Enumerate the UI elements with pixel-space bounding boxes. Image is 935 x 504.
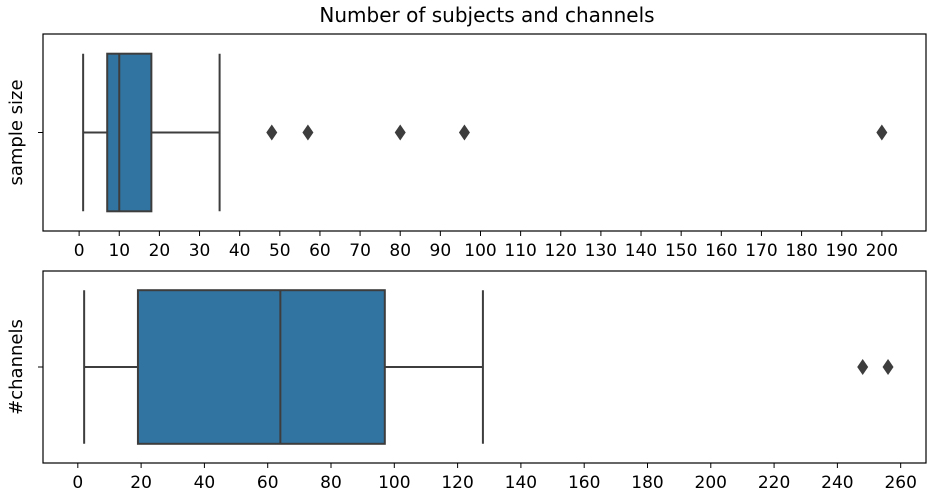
outlier-point (266, 124, 278, 141)
x-tick-label: 40 (229, 241, 251, 261)
x-tick-label: 160 (568, 473, 600, 493)
y-axis-label: #channels (6, 319, 27, 415)
y-axis-label: sample size (6, 79, 27, 185)
x-tick-label: 70 (349, 241, 371, 261)
x-tick-label: 140 (625, 241, 657, 261)
x-tick-label: 240 (821, 473, 853, 493)
outlier-point (458, 124, 470, 141)
x-tick-label: 200 (695, 473, 727, 493)
x-tick-label: 260 (884, 473, 916, 493)
panel-channels: #channels 0 20 40 60 80 100 120 140 160 180 200 220 2… (6, 270, 927, 493)
outlier-point (882, 359, 894, 375)
x-tick-label: 30 (189, 241, 211, 261)
x-tick-label: 60 (257, 473, 279, 493)
x-tick-label: 20 (149, 241, 171, 261)
panel-sample-size: sample size 0 10 20 30 40 50 60 70 80 90 100 110 120 1… (6, 33, 927, 261)
x-tick-label: 180 (631, 473, 663, 493)
x-tick-label: 160 (705, 241, 737, 261)
outlier-point (302, 124, 314, 141)
x-tick-label: 120 (441, 473, 473, 493)
iqr-box (106, 52, 153, 213)
x-tick-label: 50 (269, 241, 291, 261)
x-tick-label: 170 (745, 241, 777, 261)
x-tick-label: 200 (866, 241, 898, 261)
x-tick-label: 60 (309, 241, 331, 261)
x-tick-label: 100 (464, 241, 496, 261)
x-tick-label: 130 (585, 241, 617, 261)
x-tick-label: 10 (108, 241, 130, 261)
x-tick-label: 0 (74, 241, 85, 261)
x-tick-label: 0 (72, 473, 83, 493)
x-tick-label: 40 (194, 473, 216, 493)
x-tick-label: 100 (378, 473, 410, 493)
outlier-point (876, 124, 888, 141)
x-tick-label: 120 (545, 241, 577, 261)
x-tick-label: 80 (389, 241, 411, 261)
x-tick-label: 20 (130, 473, 152, 493)
x-tick-label: 180 (785, 241, 817, 261)
x-tick-label: 190 (825, 241, 857, 261)
outlier-point (857, 359, 869, 375)
x-tick-label: 80 (320, 473, 342, 493)
iqr-box (136, 289, 386, 445)
x-tick-label: 220 (758, 473, 790, 493)
x-tick-label: 150 (665, 241, 697, 261)
outlier-point (394, 124, 406, 141)
chart-title: Number of subjects and channels (319, 3, 654, 27)
x-tick-label: 110 (504, 241, 536, 261)
x-tick-label: 90 (430, 241, 452, 261)
x-tick-label: 140 (505, 473, 537, 493)
